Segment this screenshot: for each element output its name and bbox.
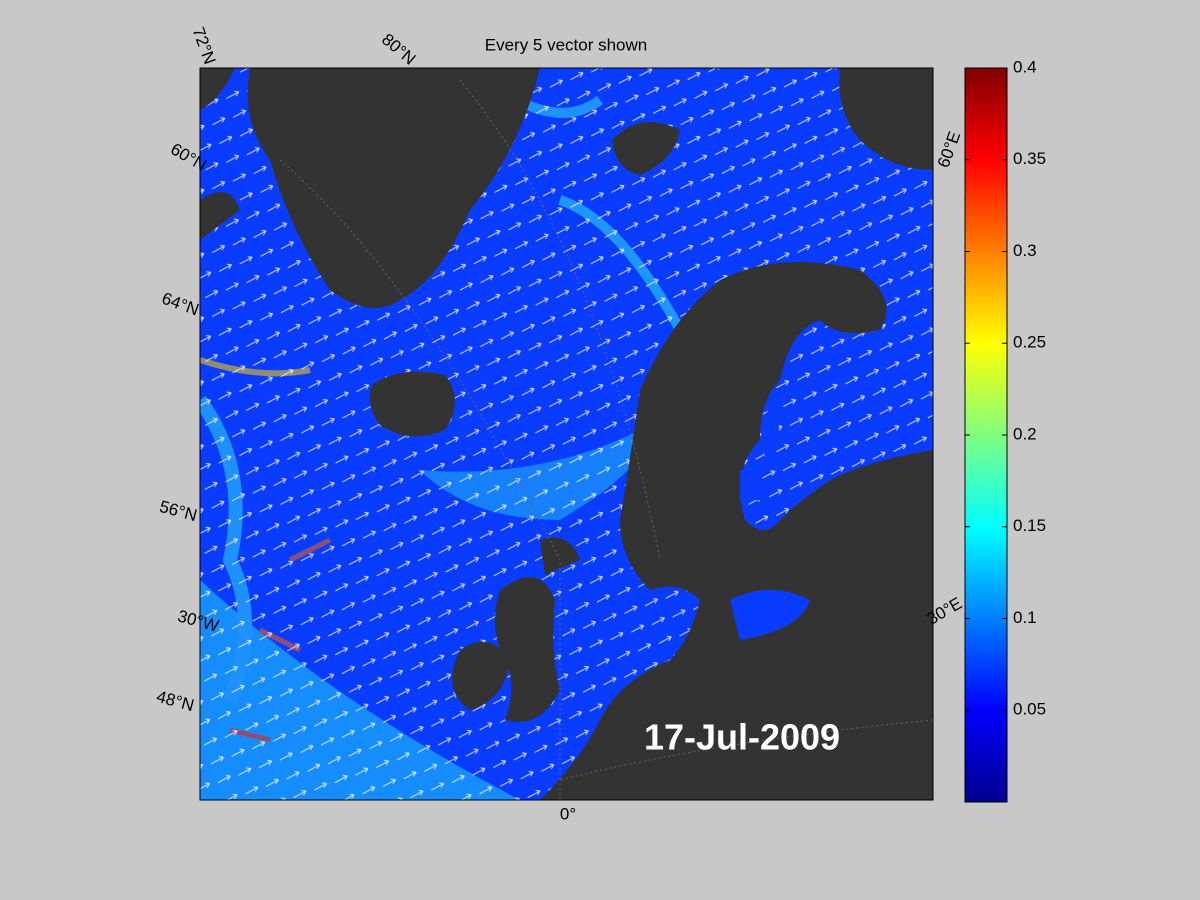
colorbar [964,67,1008,803]
graticule-label: 72°N [189,25,220,67]
colorbar-tick-label: 0.35 [1013,149,1046,168]
graticule-label: 48°N [154,687,196,715]
graticule [279,79,933,800]
graticule-label: 60°E [934,129,965,170]
map-title: Every 5 vector shown [485,35,648,54]
colorbar-tick-label: 0.15 [1013,516,1046,535]
colorbar-tick-label: 0.1 [1013,608,1037,627]
map [200,68,933,800]
colorbar-tick-label: 0.4 [1013,57,1037,76]
colorbar-tick-label: 0.2 [1013,424,1037,443]
graticule-label: 80°N [378,30,419,69]
colorbar-tick-label: 0.3 [1013,241,1037,260]
date-label: 17-Jul-2009 [644,717,840,758]
map-frame [199,67,934,801]
colorbar-tick-label: 0.05 [1013,700,1046,719]
colorbar-tick-label: 0.25 [1013,333,1046,352]
graticule-label: 0° [560,804,576,823]
land [200,68,933,800]
graticule-label: 64°N [159,289,201,320]
graticule-label: 56°N [157,497,199,525]
